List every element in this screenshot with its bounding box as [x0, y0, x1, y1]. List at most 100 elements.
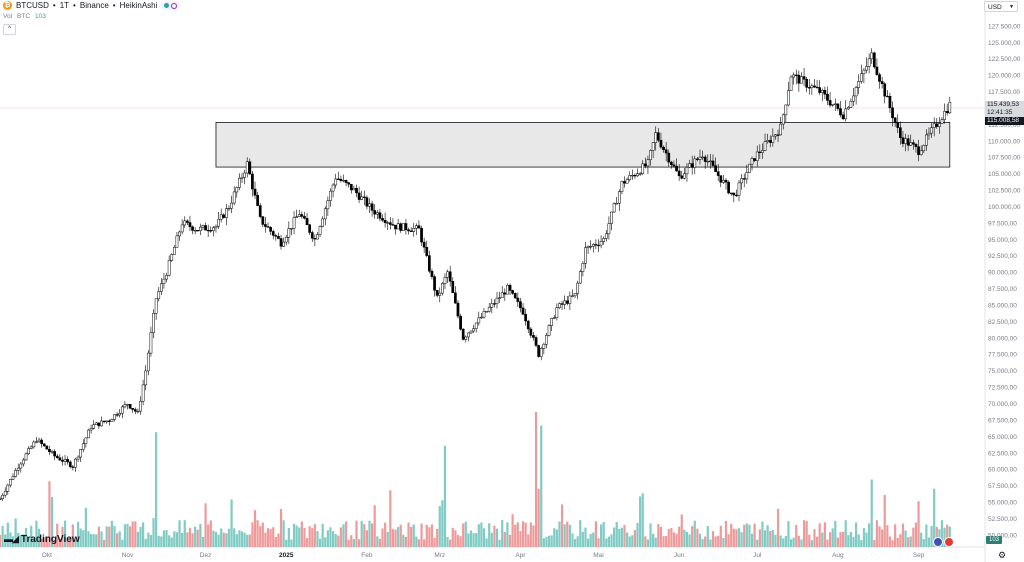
candle-body [524, 313, 527, 322]
candle-body [214, 225, 218, 229]
candle-body [32, 441, 36, 448]
candle-body [716, 171, 720, 176]
volume-bar [108, 526, 111, 547]
volume-tag-value: 103 [988, 537, 999, 543]
settings-gear-icon[interactable]: ⚙ [998, 550, 1007, 560]
volume-bar [27, 537, 30, 547]
candle-body [58, 457, 62, 461]
candle-body [833, 103, 837, 105]
candle-body [638, 173, 642, 175]
volume-bar [371, 523, 374, 547]
volume-legend[interactable]: Vol BTC 103 [3, 13, 46, 20]
currency-selector[interactable]: USD ▼ [984, 1, 1018, 12]
candle-body [758, 151, 762, 154]
volume-bar [534, 412, 538, 547]
candle-body [61, 459, 64, 462]
volume-bar [508, 534, 512, 547]
candle-body [253, 188, 257, 196]
volume-bar [227, 528, 231, 547]
volume-bar [238, 530, 241, 547]
volume-bar [76, 521, 80, 547]
candle-body [219, 214, 223, 220]
volume-bar [417, 539, 421, 547]
volume-bar [490, 532, 493, 547]
volume-bar [693, 520, 696, 547]
candle-body [815, 86, 819, 89]
candle-body [373, 210, 377, 215]
candle-body [45, 445, 49, 450]
volume-bar [826, 539, 829, 547]
candle-body [625, 179, 629, 184]
status-pill[interactable] [161, 1, 181, 10]
candle-body [940, 119, 944, 124]
volume-bar [542, 538, 545, 547]
volume-bar [248, 534, 251, 547]
candle-body [800, 76, 803, 84]
volume-bar [69, 536, 72, 547]
us-flag-icon-2[interactable] [944, 537, 954, 547]
volume-bar [446, 537, 449, 547]
symbol-legend[interactable]: ₿ BTCUSD • 1T • Binance • HeikinAshi [3, 1, 181, 10]
volume-bar [48, 481, 51, 547]
volume-bar [152, 518, 155, 547]
volume-bar [537, 488, 540, 547]
volume-bar [441, 500, 444, 547]
volume-bar [521, 521, 525, 547]
collapse-legend-button[interactable]: ^ [3, 24, 16, 35]
last-price-value: 115.439,53 [987, 101, 1020, 108]
candle-body [167, 260, 171, 276]
volume-bar [886, 525, 889, 547]
volume-bar [602, 522, 605, 547]
candle-body [685, 167, 689, 175]
volume-bar [888, 536, 892, 547]
price-axis-label: 60.000,00 [988, 467, 1017, 474]
candle-body [781, 114, 785, 125]
volume-bar [881, 529, 884, 547]
candle-body [14, 470, 17, 477]
volume-bar [865, 532, 868, 547]
volume-bar [368, 520, 371, 547]
volume-bar [891, 540, 894, 547]
candle-body [547, 325, 551, 336]
volume-bar [277, 533, 280, 547]
volume-bar [586, 538, 590, 547]
candle-body [347, 182, 351, 185]
volume-bar [402, 534, 405, 547]
volume-bar [766, 525, 769, 547]
candle-body [170, 254, 174, 261]
price-axis-label: 82.500,00 [988, 319, 1017, 326]
price-axis-label: 102.500,00 [988, 188, 1021, 195]
volume-bar [493, 525, 496, 547]
volume-bar [342, 524, 345, 547]
tradingview-logo[interactable]: ▬◢ TradingView [4, 534, 80, 545]
volume-bar [776, 508, 780, 547]
volume-bar [641, 493, 644, 547]
candle-body [154, 298, 158, 314]
volume-bar [883, 495, 886, 547]
candle-body [787, 90, 790, 106]
volume-bar [912, 527, 915, 547]
volume-bar [298, 527, 301, 547]
candle-body [225, 208, 228, 218]
volume-bar [214, 531, 218, 547]
volume-bar [514, 524, 517, 547]
candle-body [388, 222, 392, 225]
volume-bar [568, 524, 571, 547]
candle-body [355, 187, 358, 194]
candle-body [643, 163, 647, 167]
event-flags[interactable] [933, 537, 954, 547]
candle-body [529, 328, 533, 336]
volume-bar [84, 507, 87, 547]
volume-bar [428, 527, 431, 547]
tradingview-logo-icon: ▬◢ [4, 534, 19, 544]
volume-bar [802, 520, 806, 547]
price-axis-label: 65.000,00 [988, 434, 1017, 441]
candle-body [831, 104, 835, 106]
volume-bar [170, 537, 173, 547]
volume-bar [615, 521, 618, 547]
us-flag-icon[interactable] [933, 537, 943, 547]
volume-bar [58, 538, 61, 547]
candle-body [617, 191, 621, 204]
candle-body [714, 165, 717, 172]
